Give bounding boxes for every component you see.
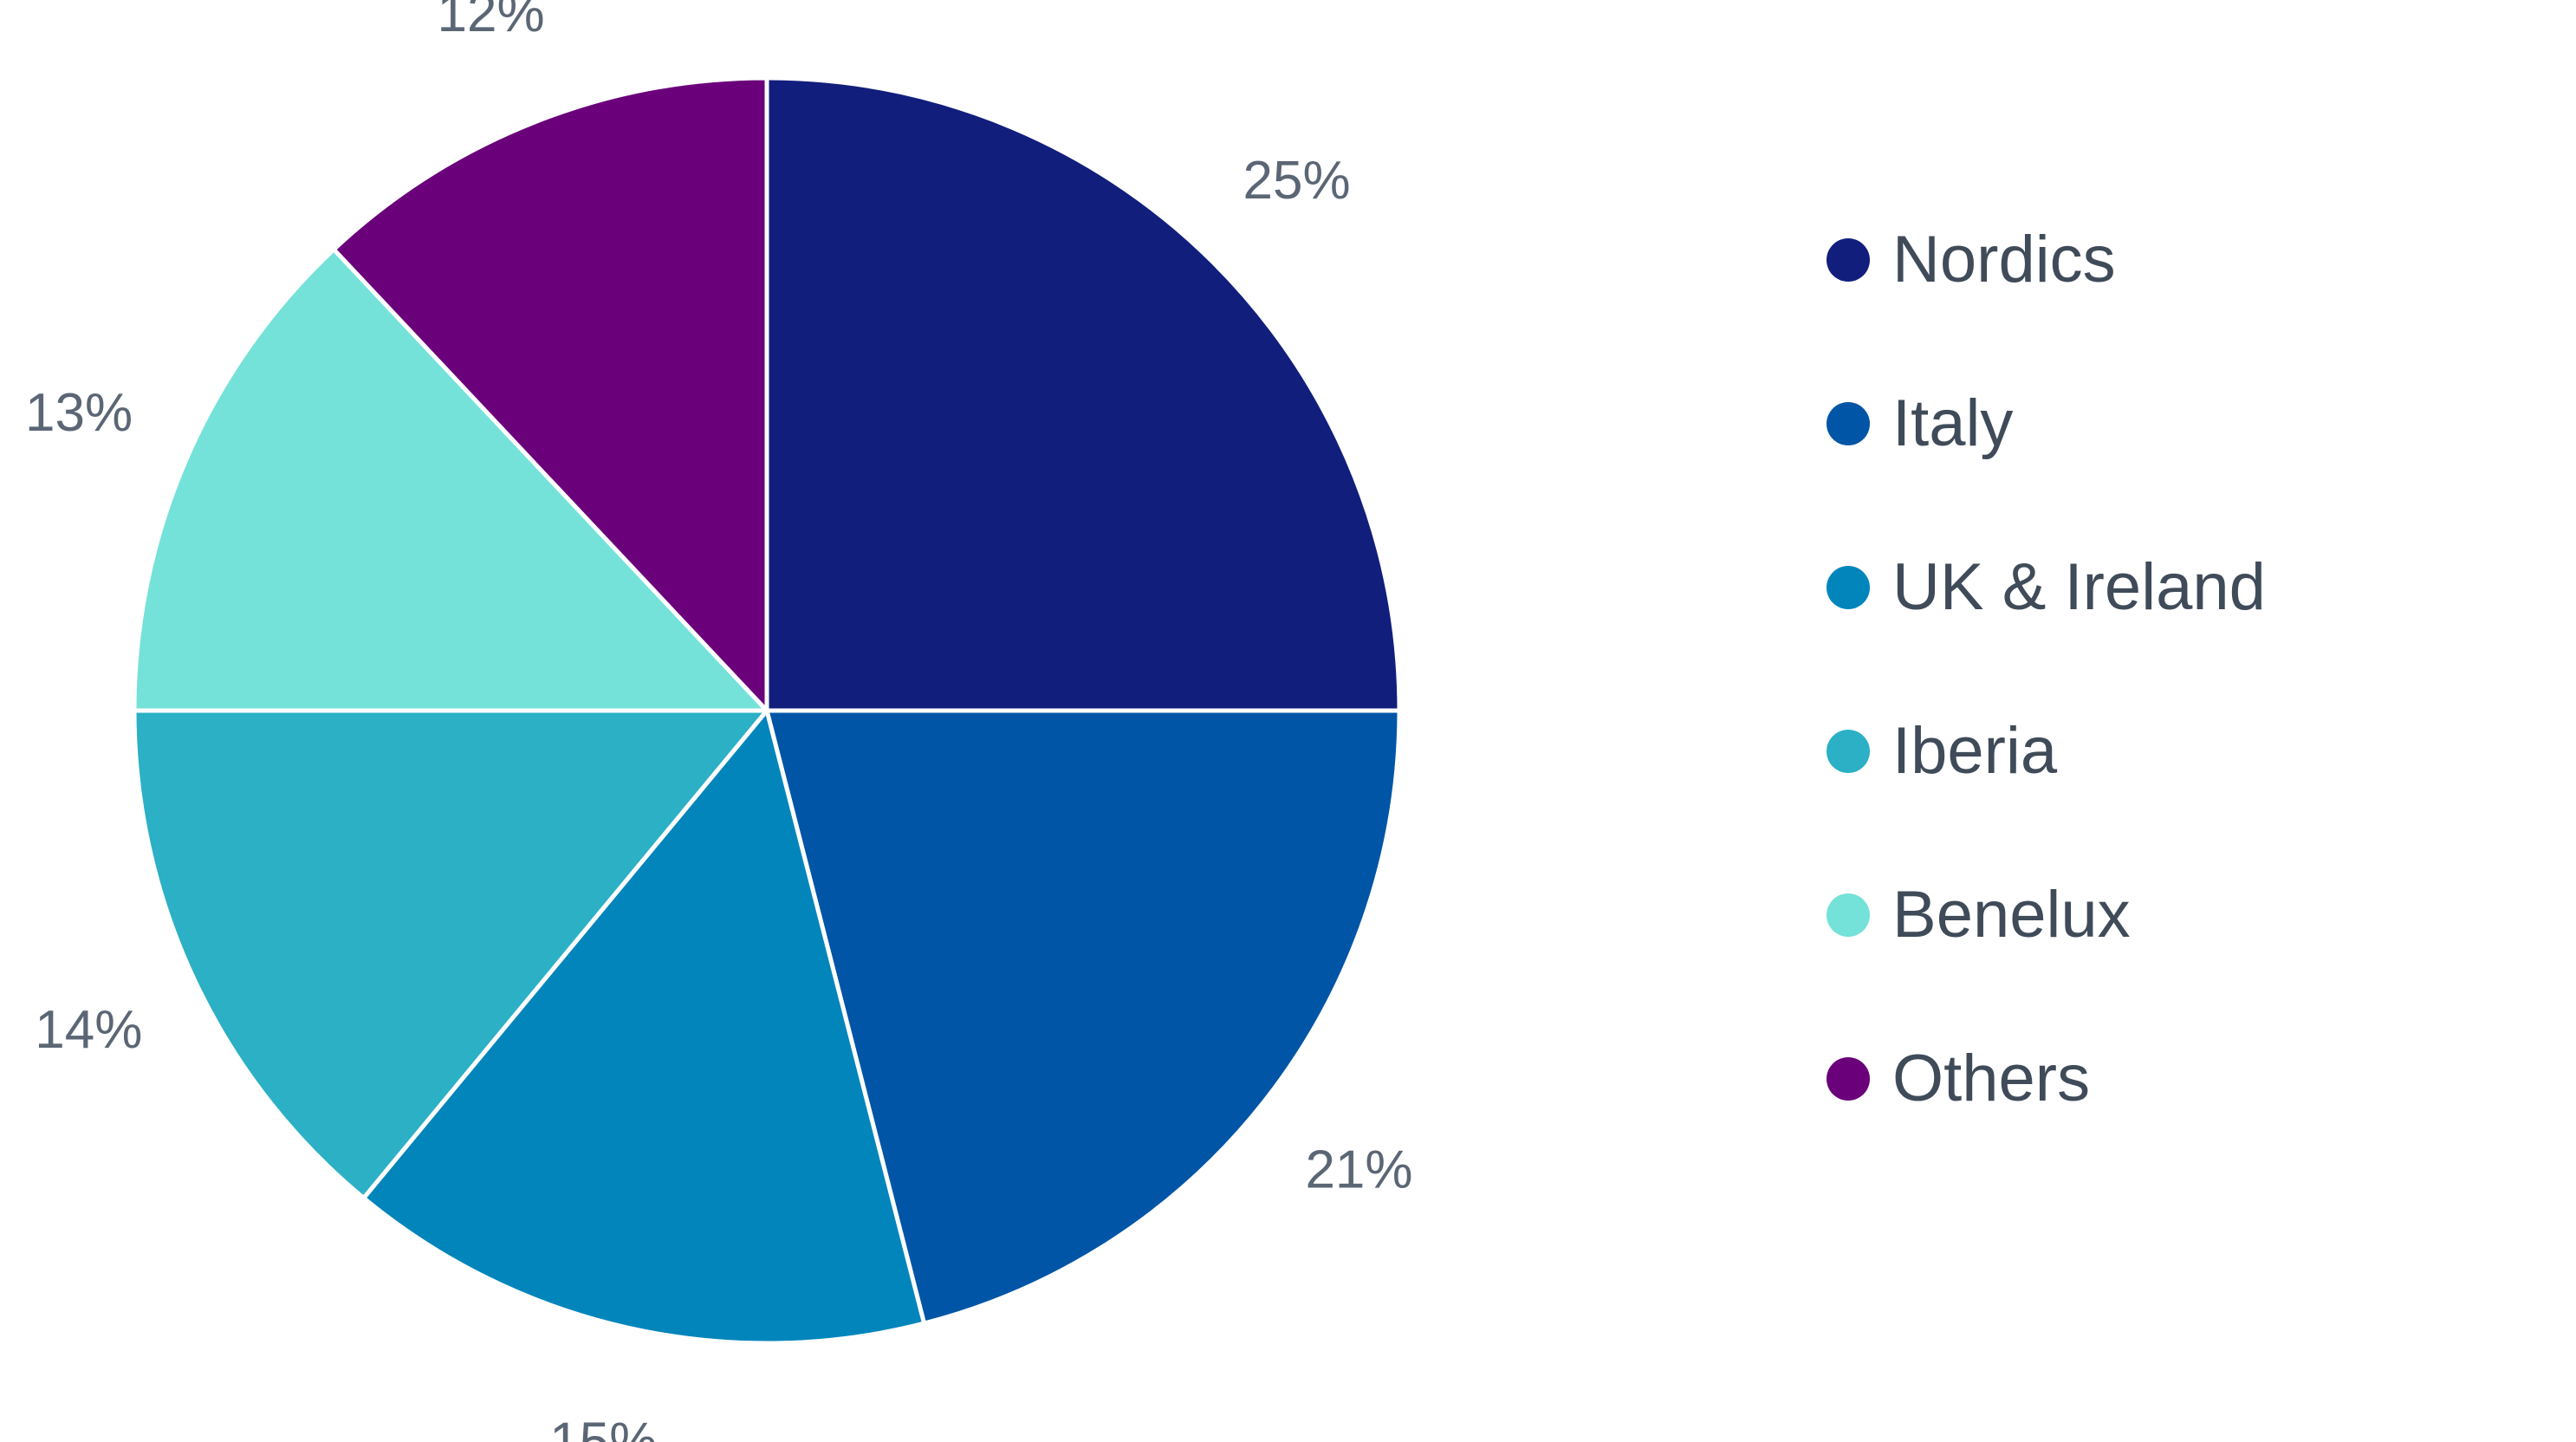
legend-item-nordics[interactable]: Nordics [1827, 178, 2520, 341]
data-label-iberia: 14% [35, 1000, 142, 1060]
legend-label-nordics: Nordics [1892, 223, 2116, 296]
legend-item-others[interactable]: Others [1827, 997, 2520, 1160]
pie-slice-uk-ireland[interactable] [361, 708, 927, 1346]
legend-label-others: Others [1892, 1042, 2091, 1115]
legend-swatch-uk-ireland [1827, 565, 1870, 609]
data-label-others: 12% [438, 0, 545, 43]
pie-data-labels: 25% 21% 15% 14% 13% 12% [25, 0, 1412, 1442]
legend-swatch-nordics [1827, 237, 1870, 282]
legend: Nordics Italy UK & Ireland Iberia Benelu… [1827, 178, 2520, 1160]
legend-item-italy[interactable]: Italy [1827, 341, 2520, 505]
legend-label-benelux: Benelux [1892, 878, 2131, 952]
legend-item-uk-ireland[interactable]: UK & Ireland [1827, 505, 2520, 669]
legend-item-benelux[interactable]: Benelux [1827, 833, 2520, 997]
legend-label-italy: Italy [1892, 386, 2014, 460]
data-label-benelux: 13% [25, 383, 133, 443]
legend-label-iberia: Iberia [1892, 714, 2058, 788]
pie-slice-benelux[interactable] [132, 247, 769, 713]
legend-item-iberia[interactable]: Iberia [1827, 669, 2520, 833]
data-label-uk-ireland: 15% [549, 1413, 657, 1442]
pie-slice-italy[interactable] [764, 708, 1402, 1326]
legend-swatch-iberia [1827, 729, 1870, 773]
pie-slice-others[interactable] [331, 75, 769, 713]
data-label-italy: 21% [1305, 1140, 1412, 1200]
pie-slice-nordics[interactable] [764, 75, 1402, 713]
legend-label-uk-ireland: UK & Ireland [1892, 550, 2266, 624]
pie-slices [132, 75, 1402, 1346]
legend-swatch-others [1827, 1056, 1870, 1101]
legend-swatch-benelux [1827, 893, 1870, 937]
pie-slice-iberia[interactable] [132, 708, 769, 1200]
data-label-nordics: 25% [1243, 151, 1351, 211]
legend-swatch-italy [1827, 401, 1870, 445]
